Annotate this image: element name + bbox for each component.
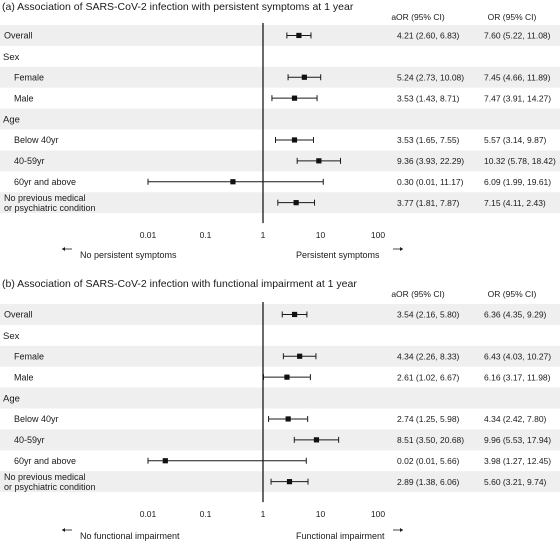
x-tick-label: 0.01 [140,509,157,519]
aor-value: 2.61 (1.02, 6.67) [397,372,460,382]
forest-panel-b: (b) Association of SARS-CoV-2 infection … [0,278,560,541]
aor-column-header: aOR (95% CI) [391,289,445,299]
row-band [0,66,560,88]
point-estimate-marker [296,32,302,39]
point-estimate-marker [293,200,299,206]
row-label: 60yr and above [14,177,76,187]
or-column-header: OR (95% CI) [488,289,537,299]
aor-value: 2.89 (1.38, 6.06) [397,477,460,487]
point-estimate-marker [291,311,298,318]
left-arrow-head [62,247,65,251]
row-label: Below 40yr [14,135,59,145]
x-tick-label: 1 [261,230,266,240]
point-estimate-marker [316,158,322,164]
aor-value: 9.36 (3.93, 22.29) [397,156,464,166]
row-label: Male [14,372,34,382]
aor-value: 0.02 (0.01, 5.66) [397,456,460,466]
or-value: 9.96 (5.53, 17.94) [484,435,551,445]
group-heading: Age [3,115,20,126]
favours-left-label: No persistent symptoms [80,250,177,260]
or-value: 6.16 (3.17, 11.98) [484,372,551,382]
or-value: 10.32 (5.78, 18.42) [484,156,556,166]
aor-value: 3.53 (1.43, 8.71) [397,93,460,103]
row-label: No previous medical [4,193,86,203]
point-estimate-marker [291,137,298,143]
point-estimate-marker [286,479,293,485]
or-value: 4.34 (2.42, 7.80) [484,414,547,424]
aor-column-header: aOR (95% CI) [391,12,445,22]
row-label-line2: or psychiatric condition [4,482,96,492]
panel-title: (b) Association of SARS-CoV-2 infection … [2,278,357,290]
aor-value: 4.34 (2.26, 8.33) [397,351,460,361]
row-label: 60yr and above [14,456,76,466]
point-estimate-marker [230,179,236,185]
row-label-line2: or psychiatric condition [4,203,96,213]
favours-left-label: No functional impairment [80,531,180,541]
or-value: 7.60 (5.22, 11.08) [484,31,551,41]
x-tick-label: 0.1 [200,509,212,519]
group-heading: Sex [3,52,20,63]
aor-value: 2.74 (1.25, 5.98) [397,414,460,424]
or-value: 5.57 (3.14, 9.87) [484,135,547,145]
row-band [0,150,560,172]
or-value: 6.36 (4.35, 9.29) [484,310,547,320]
row-label: No previous medical [4,472,86,482]
right-arrow-head [400,528,403,532]
row-band [0,429,560,451]
favours-right-label: Persistent symptoms [296,250,380,260]
x-tick-label: 100 [371,509,385,519]
group-heading: Sex [3,331,20,342]
point-estimate-marker [297,353,303,359]
group-heading: Age [3,394,20,405]
panel-title: (a) Association of SARS-CoV-2 infection … [2,1,354,13]
row-label: Male [14,93,34,103]
row-label: Overall [4,310,33,320]
or-value: 5.60 (3.21, 9.74) [484,477,547,487]
row-band [0,304,560,325]
point-estimate-marker [301,74,307,80]
row-label: 40-59yr [14,435,45,445]
point-estimate-marker [285,416,291,422]
point-estimate-marker [162,458,168,464]
x-tick-label: 10 [316,230,326,240]
point-estimate-marker [284,374,290,380]
x-tick-label: 0.01 [140,230,157,240]
or-value: 7.47 (3.91, 14.27) [484,93,551,103]
favours-right-label: Functional impairment [296,531,385,541]
or-column-header: OR (95% CI) [488,12,537,22]
row-band [0,387,560,409]
row-band [0,25,560,46]
row-band [0,345,560,367]
forest-panel-a: (a) Association of SARS-CoV-2 infection … [0,1,560,260]
row-label: Female [14,351,44,361]
aor-value: 3.54 (2.16, 5.80) [397,310,460,320]
x-tick-label: 0.1 [200,230,212,240]
row-label: Below 40yr [14,414,59,424]
point-estimate-marker [313,437,320,443]
row-label: 40-59yr [14,156,45,166]
aor-value: 4.21 (2.60, 6.83) [397,31,460,41]
row-label: Female [14,72,44,82]
right-arrow-head [400,247,403,251]
or-value: 6.43 (4.03, 10.27) [484,351,551,361]
or-value: 6.09 (1.99, 19.61) [484,177,551,187]
or-value: 7.15 (4.11, 2.43) [484,198,546,208]
aor-value: 8.51 (3.50, 20.68) [397,435,464,445]
x-tick-label: 1 [261,509,266,519]
aor-value: 3.53 (1.65, 7.55) [397,135,460,145]
aor-value: 5.24 (2.73, 10.08) [397,72,464,82]
aor-value: 3.77 (1.81, 7.87) [397,198,460,208]
or-value: 3.98 (1.27, 12.45) [484,456,551,466]
row-label: Overall [4,31,33,41]
point-estimate-marker [291,95,298,101]
left-arrow-head [62,528,65,532]
row-band [0,108,560,130]
x-tick-label: 100 [371,230,385,240]
aor-value: 0.30 (0.01, 11.17) [397,177,464,187]
or-value: 7.45 (4.66, 11.89) [484,72,551,82]
x-tick-label: 10 [316,509,326,519]
